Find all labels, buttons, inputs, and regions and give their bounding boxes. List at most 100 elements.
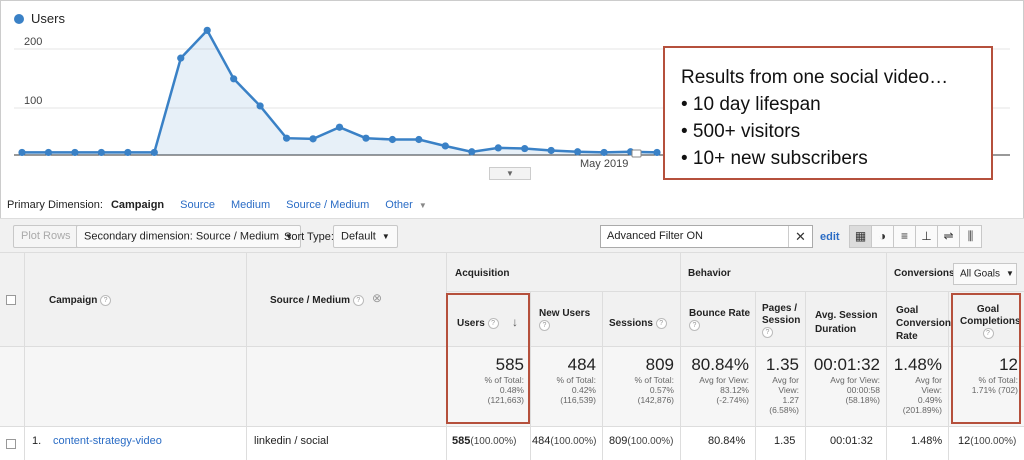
data-point-24[interactable] bbox=[653, 148, 661, 157]
data-point-4[interactable] bbox=[124, 148, 132, 157]
pivot-view-icon[interactable]: ⫼ bbox=[959, 225, 982, 248]
users-column-header[interactable]: Users ? bbox=[457, 318, 499, 330]
advanced-filter-input[interactable]: Advanced Filter ON ✕ bbox=[600, 225, 813, 248]
col-divider bbox=[602, 291, 603, 460]
row-pages-session: 1.35 bbox=[774, 435, 796, 447]
total-avg-session-cell: 00:01:32 Avg for View: 00:00:58 (58.18%) bbox=[805, 347, 886, 427]
data-point-3[interactable] bbox=[97, 148, 105, 157]
row-goal-conversion-rate: 1.48% bbox=[911, 435, 943, 447]
help-icon[interactable]: ? bbox=[539, 320, 550, 331]
sort-type-dropdown[interactable]: Default ▼ bbox=[333, 225, 398, 248]
primary-dimension-campaign[interactable]: Campaign bbox=[110, 199, 165, 211]
sessions-column-header[interactable]: Sessions ? bbox=[609, 318, 667, 330]
bounce-rate-header-label: Bounce Rate bbox=[689, 308, 751, 319]
help-icon[interactable]: ? bbox=[982, 328, 994, 339]
source-medium-column-header[interactable]: Source / Medium ? bbox=[270, 295, 364, 307]
legend-label: Users bbox=[31, 11, 65, 26]
col-divider bbox=[805, 291, 806, 460]
total-pages-session-value: 1.35 bbox=[765, 355, 799, 374]
select-all-checkbox[interactable] bbox=[6, 295, 16, 305]
total-users-cell: 585 % of Total: 0.48% (121,663) bbox=[446, 347, 530, 427]
chart-collapse-toggle[interactable]: ▼ bbox=[489, 167, 531, 180]
data-point-22[interactable] bbox=[600, 148, 608, 157]
callout-bullet-lifespan: • 10 day lifespan bbox=[681, 94, 821, 115]
row-avg-session: 00:01:32 bbox=[830, 435, 873, 447]
chevron-down-icon: ▼ bbox=[418, 200, 427, 210]
data-point-5[interactable] bbox=[150, 148, 158, 157]
goal-conversion-rate-column-header[interactable]: Goal Conversion Rate bbox=[896, 304, 951, 343]
bounce-rate-column-header[interactable]: Bounce Rate? bbox=[689, 308, 750, 332]
pages-session-column-header[interactable]: Pages / Session? bbox=[762, 303, 802, 339]
primary-dimension-medium[interactable]: Medium bbox=[231, 199, 271, 211]
new-users-column-header[interactable]: New Users? bbox=[539, 308, 590, 332]
col-divider bbox=[530, 291, 531, 460]
data-point-20[interactable] bbox=[547, 146, 555, 155]
table-view-icon[interactable]: ▦ bbox=[849, 225, 872, 248]
data-point-18[interactable] bbox=[494, 144, 502, 152]
data-point-2[interactable] bbox=[71, 148, 79, 157]
pie-view-icon[interactable]: ◑ bbox=[871, 225, 894, 248]
sort-descending-icon[interactable]: ↓ bbox=[512, 315, 518, 329]
performance-view-icon[interactable]: ≡ bbox=[893, 225, 916, 248]
edit-filter-link[interactable]: edit bbox=[820, 231, 840, 243]
sort-type-label: Sort Type: bbox=[284, 231, 334, 243]
help-icon[interactable]: ? bbox=[655, 318, 667, 329]
annotation-marker-icon bbox=[631, 149, 642, 158]
data-point-17[interactable] bbox=[468, 148, 476, 156]
data-point-16[interactable] bbox=[441, 142, 449, 150]
help-icon[interactable]: ? bbox=[689, 320, 700, 331]
data-point-1[interactable] bbox=[44, 148, 53, 157]
data-point-9[interactable] bbox=[256, 102, 264, 110]
x-tick-label-may-2019: May 2019 bbox=[580, 158, 628, 170]
total-pages-session-detail: Avg for View: 1.27 (6.58%) bbox=[769, 375, 799, 415]
campaign-column-header[interactable]: Campaign ? bbox=[49, 295, 112, 307]
help-icon[interactable]: ? bbox=[762, 327, 773, 338]
data-point-13[interactable] bbox=[362, 134, 370, 142]
total-goal-completions-cell: 12 % of Total: 1.71% (702) bbox=[948, 347, 1024, 427]
callout-bullet-visitors: • 500+ visitors bbox=[681, 121, 801, 142]
data-point-14[interactable] bbox=[388, 135, 397, 144]
help-icon[interactable]: ? bbox=[352, 295, 364, 306]
other-label: Other bbox=[385, 199, 413, 211]
data-point-12[interactable] bbox=[335, 123, 344, 131]
data-point-8[interactable] bbox=[230, 75, 238, 83]
data-point-7[interactable] bbox=[203, 26, 211, 34]
total-goal-conversion-rate-detail: Avg for View: 0.49% (201.89%) bbox=[902, 375, 942, 415]
callout-bullet-subscribers: • 10+ new subscribers bbox=[681, 148, 868, 169]
avg-session-column-header[interactable]: Avg. Session Duration bbox=[815, 309, 879, 337]
results-callout: Results from one social video… • 10 day … bbox=[663, 46, 993, 180]
chart-legend: Users bbox=[14, 11, 65, 26]
campaign-link[interactable]: content-strategy-video bbox=[53, 435, 162, 447]
data-point-21[interactable] bbox=[574, 148, 582, 156]
close-icon[interactable]: ✕ bbox=[788, 226, 812, 247]
users-highlight-box bbox=[446, 293, 530, 424]
row-checkbox[interactable] bbox=[6, 439, 16, 449]
table-row bbox=[0, 427, 1024, 460]
help-icon[interactable]: ? bbox=[100, 295, 112, 306]
table-toolbar: Plot Rows Secondary dimension: Source / … bbox=[0, 218, 1024, 253]
row-goal-completions: 12(100.00%) bbox=[958, 435, 1017, 447]
data-point-11[interactable] bbox=[309, 135, 317, 143]
primary-dimension-source-medium[interactable]: Source / Medium bbox=[286, 199, 370, 211]
row-bounce-rate: 80.84% bbox=[708, 435, 746, 447]
term-cloud-view-icon[interactable]: ⇌ bbox=[937, 225, 960, 248]
primary-dimension-other[interactable]: Other ▼ bbox=[385, 199, 426, 211]
y-tick-label-100: 100 bbox=[24, 95, 42, 107]
help-icon[interactable]: ? bbox=[487, 318, 499, 329]
col-divider bbox=[246, 253, 247, 460]
secondary-dimension-dropdown[interactable]: Secondary dimension: Source / Medium ▼ bbox=[76, 225, 301, 248]
totals-row bbox=[0, 347, 1024, 427]
plot-rows-button[interactable]: Plot Rows bbox=[13, 225, 79, 248]
goals-dropdown[interactable]: All Goals ▼ bbox=[953, 263, 1017, 285]
data-point-0[interactable] bbox=[18, 148, 26, 157]
goal-completions-column-header[interactable]: Goal Completions? bbox=[960, 304, 1021, 340]
data-point-15[interactable] bbox=[415, 135, 423, 144]
row-new-users: 484(100.00%) bbox=[532, 435, 597, 447]
remove-dimension-icon[interactable]: ⊗ bbox=[372, 291, 383, 305]
comparison-view-icon[interactable]: ⊥ bbox=[915, 225, 938, 248]
data-point-6[interactable] bbox=[177, 54, 185, 62]
chevron-down-icon: ▼ bbox=[1006, 269, 1014, 278]
primary-dimension-source[interactable]: Source bbox=[180, 199, 216, 211]
data-point-19[interactable] bbox=[521, 144, 529, 153]
data-point-10[interactable] bbox=[282, 134, 291, 142]
